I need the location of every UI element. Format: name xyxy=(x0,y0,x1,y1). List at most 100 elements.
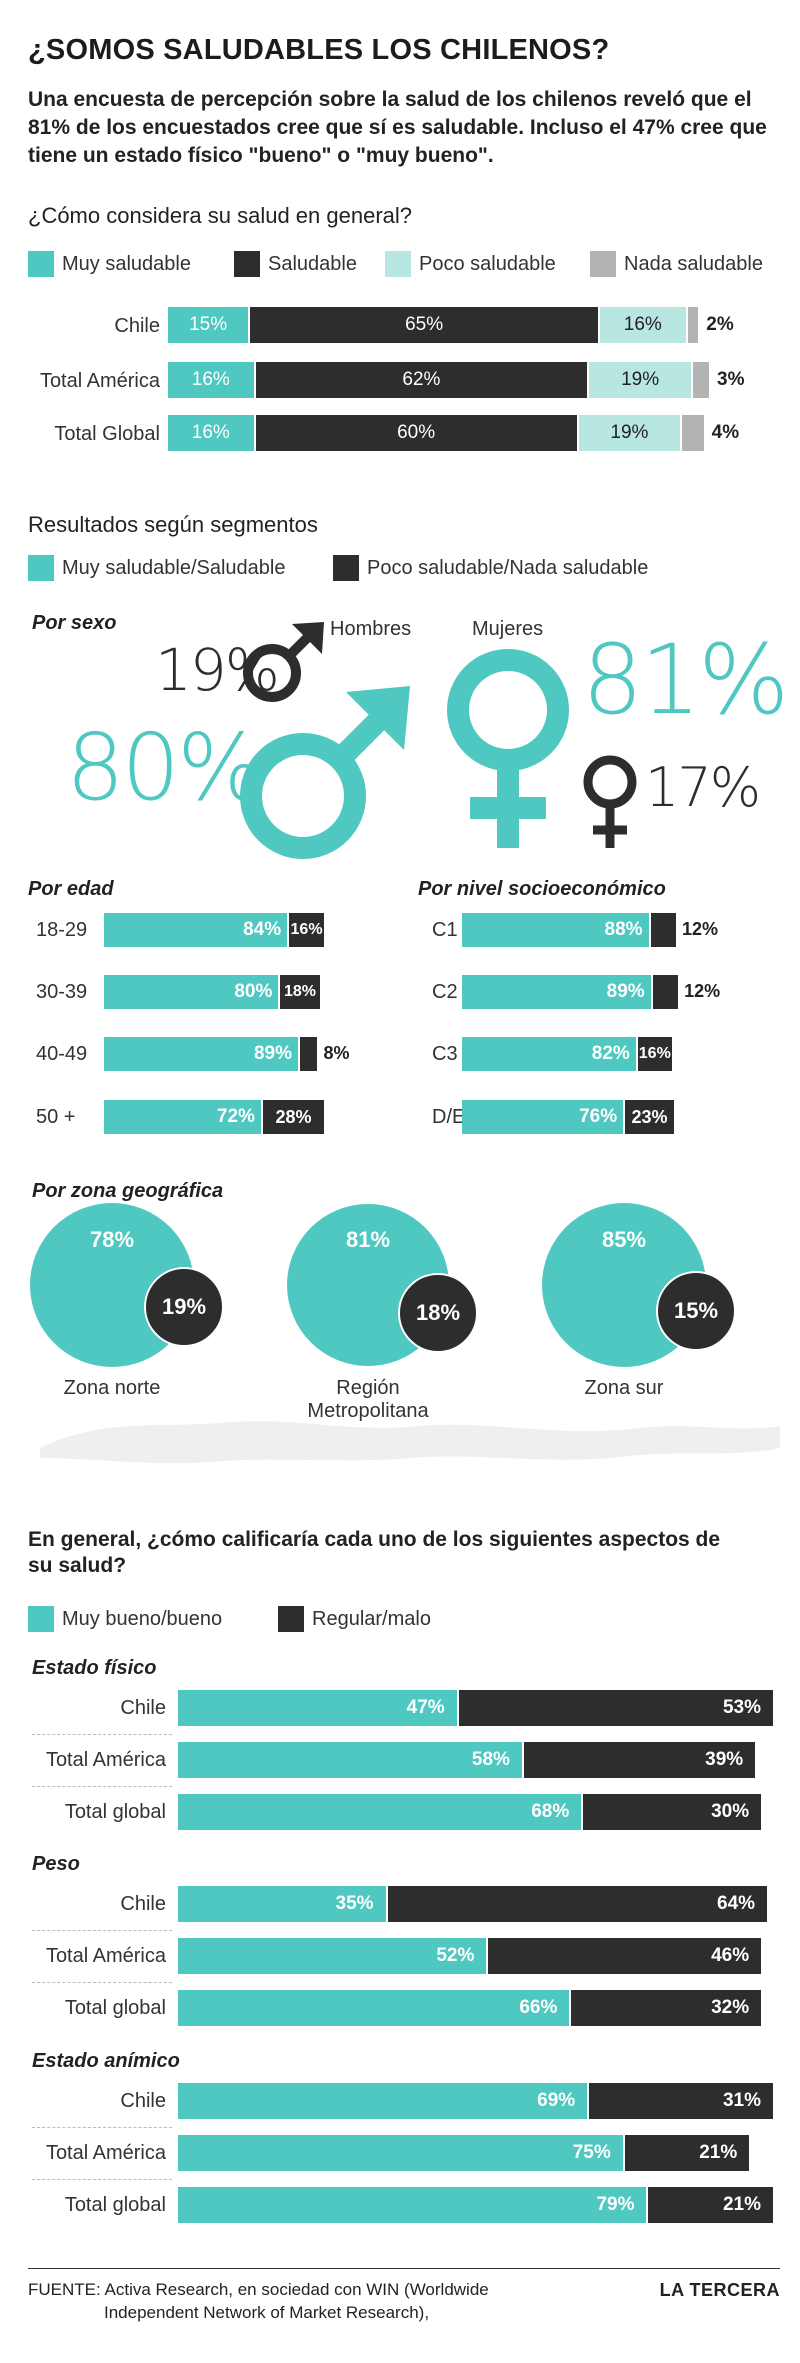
bubble-label-saludable: 81% xyxy=(345,1227,391,1252)
aspecto-bar-bueno-total-global: 66% xyxy=(178,1990,570,2026)
bar-segment-saludable: 62% xyxy=(255,362,588,398)
aspecto-bar-malo-chile: 64% xyxy=(387,1886,768,1922)
legend-label: Muy bueno/bueno xyxy=(62,1607,223,1630)
por-edad-label: Por edad xyxy=(28,878,114,900)
data-label: 75% xyxy=(572,2142,611,2163)
hombres-label: Hombres xyxy=(330,618,412,640)
row-separator xyxy=(32,1734,172,1735)
nse-row-label: D/E xyxy=(432,1106,466,1128)
data-label: 89% xyxy=(253,1043,293,1064)
data-label: 16% xyxy=(191,422,230,443)
page-title: ¿SOMOS SALUDABLES LOS CHILENOS? xyxy=(28,34,610,66)
source-line-2: Independent Network of Market Research), xyxy=(104,2303,430,2322)
data-label: 16% xyxy=(638,1045,671,1062)
row-separator xyxy=(32,2127,172,2128)
legend-label: Nada saludable xyxy=(624,252,763,275)
row-separator xyxy=(32,2179,172,2180)
aspecto-bar-bueno-chile: 69% xyxy=(178,2083,588,2119)
data-label: 32% xyxy=(711,1997,750,2018)
row-separator xyxy=(32,1930,172,1931)
data-label: 19% xyxy=(610,422,649,443)
legend-swatch xyxy=(333,555,359,581)
data-label: 88% xyxy=(604,919,643,940)
source-note: FUENTE: Activa Research, en sociedad con… xyxy=(28,2278,548,2324)
brand-logo-text: LA TERCERA xyxy=(659,2280,780,2300)
data-label: 18% xyxy=(283,983,317,1000)
nse-row-label: C2 xyxy=(432,981,458,1003)
aspecto-row-label-total-am-rica: Total América xyxy=(45,2142,166,2164)
aspecto-row-label-chile: Chile xyxy=(120,1893,166,1915)
data-label: 16% xyxy=(191,369,230,390)
footer-divider xyxy=(28,2268,780,2269)
data-label: 80% xyxy=(234,981,273,1002)
data-label: 46% xyxy=(711,1945,750,1966)
group-label-peso: Peso xyxy=(32,1853,80,1875)
bar-segment-poco-saludable: 19% xyxy=(578,415,681,451)
legend-label: Muy saludable/Saludable xyxy=(62,556,286,579)
data-label: 15% xyxy=(189,314,228,335)
nse-bar-no-saludable: 16% xyxy=(637,1037,672,1071)
aspecto-row-label-chile: Chile xyxy=(120,2090,166,2112)
legend-swatch xyxy=(590,251,616,277)
data-label: 39% xyxy=(705,1749,744,1770)
source-line-1: FUENTE: Activa Research, en sociedad con… xyxy=(28,2280,489,2299)
bar-segment-muy-saludable: 16% xyxy=(168,362,254,398)
edad-bar-no-saludable: 28% xyxy=(262,1100,324,1134)
nse-row-label: C3 xyxy=(432,1043,458,1065)
section3-question: En general, ¿cómo calificaría cada uno d… xyxy=(28,1528,721,1577)
bubble-label-no-saludable: 15% xyxy=(673,1298,719,1323)
legend-label: Regular/malo xyxy=(312,1607,431,1630)
data-label: 65% xyxy=(405,314,444,335)
aspecto-bar-malo-total-am-rica: 21% xyxy=(624,2135,750,2171)
bar-segment-saludable: 65% xyxy=(250,307,598,343)
aspecto-bar-malo-total-am-rica: 39% xyxy=(523,1742,756,1778)
aspecto-bar-malo-chile: 53% xyxy=(458,1690,773,1726)
edad-bar-saludable: 89% xyxy=(104,1037,299,1071)
aspecto-row-label-total-global: Total global xyxy=(64,1801,166,1823)
edad-row-label: 50 + xyxy=(36,1106,76,1128)
data-label: 47% xyxy=(406,1697,445,1718)
bubble-label-no-saludable: 18% xyxy=(415,1300,461,1325)
legend-swatch xyxy=(234,251,260,277)
bar-segment-poco-saludable: 16% xyxy=(600,307,686,343)
data-label: 62% xyxy=(402,369,441,390)
legend-item-saludable-total: Muy saludable/Saludable xyxy=(28,555,286,581)
data-label: 28% xyxy=(275,1106,312,1127)
aspecto-row-label-total-global: Total global xyxy=(64,2194,166,2216)
aspecto-bar-bueno-total-am-rica: 52% xyxy=(178,1938,487,1974)
legend-swatch xyxy=(28,1606,54,1632)
nse-bar-no-saludable: 23% xyxy=(625,1100,674,1134)
bar-segment-nada-saludable xyxy=(692,362,709,398)
data-label: 84% xyxy=(243,919,282,940)
bar-segment-poco-saludable: 19% xyxy=(589,362,691,398)
data-label: 53% xyxy=(722,1697,761,1718)
data-label: 21% xyxy=(699,2142,738,2163)
aspecto-bar-bueno-total-global: 68% xyxy=(178,1794,582,1830)
data-label-nada-saludable: 4% xyxy=(711,422,740,443)
edad-bar-saludable: 72% xyxy=(104,1100,261,1134)
por-sexo-label: Por sexo xyxy=(32,612,117,634)
legend-swatch xyxy=(385,251,411,277)
aspecto-bar-malo-total-am-rica: 46% xyxy=(488,1938,762,1974)
group-label-estado-fisico: Estado físico xyxy=(32,1657,157,1679)
aspecto-bar-malo-total-global: 21% xyxy=(648,2187,773,2223)
nse-row-label: C1 xyxy=(432,919,458,941)
data-label: 72% xyxy=(216,1106,255,1127)
nse-bar-saludable: 76% xyxy=(462,1100,624,1134)
bubble-label-saludable: 78% xyxy=(89,1227,135,1252)
legend-item-muy-bueno: Muy bueno/bueno xyxy=(28,1606,222,1632)
aspecto-row-label-total-global: Total global xyxy=(64,1997,166,2019)
data-label: 69% xyxy=(537,2090,576,2111)
row-separator xyxy=(32,1786,172,1787)
bubble-label-no-saludable: 19% xyxy=(161,1294,207,1319)
row-label-chile: Chile xyxy=(114,315,160,337)
legend-label: Saludable xyxy=(268,252,357,275)
nse-bar-no-saludable xyxy=(652,975,679,1009)
bar-segment-nada-saludable xyxy=(682,415,704,451)
edad-row-label: 30-39 xyxy=(36,981,88,1003)
group-label-estado-animico: Estado anímico xyxy=(32,2050,180,2072)
nse-bar-saludable: 88% xyxy=(462,913,649,947)
legend-item-saludable: Saludable xyxy=(234,251,357,277)
bar-segment-saludable: 60% xyxy=(255,415,577,451)
data-label: 58% xyxy=(471,1749,510,1770)
